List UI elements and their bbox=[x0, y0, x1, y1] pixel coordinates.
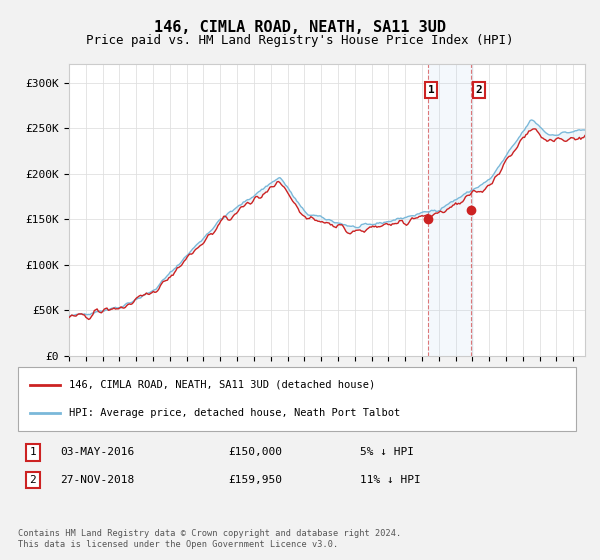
Text: Contains HM Land Registry data © Crown copyright and database right 2024.
This d: Contains HM Land Registry data © Crown c… bbox=[18, 529, 401, 549]
Text: HPI: Average price, detached house, Neath Port Talbot: HPI: Average price, detached house, Neat… bbox=[69, 408, 400, 418]
Text: 2: 2 bbox=[476, 85, 482, 95]
Text: 146, CIMLA ROAD, NEATH, SA11 3UD: 146, CIMLA ROAD, NEATH, SA11 3UD bbox=[154, 20, 446, 35]
Text: 1: 1 bbox=[428, 85, 434, 95]
Text: 11% ↓ HPI: 11% ↓ HPI bbox=[360, 475, 421, 485]
Text: Price paid vs. HM Land Registry's House Price Index (HPI): Price paid vs. HM Land Registry's House … bbox=[86, 34, 514, 46]
Text: 146, CIMLA ROAD, NEATH, SA11 3UD (detached house): 146, CIMLA ROAD, NEATH, SA11 3UD (detach… bbox=[69, 380, 375, 390]
Text: 27-NOV-2018: 27-NOV-2018 bbox=[60, 475, 134, 485]
Text: 03-MAY-2016: 03-MAY-2016 bbox=[60, 447, 134, 458]
Text: 5% ↓ HPI: 5% ↓ HPI bbox=[360, 447, 414, 458]
Text: £150,000: £150,000 bbox=[228, 447, 282, 458]
Text: £159,950: £159,950 bbox=[228, 475, 282, 485]
Text: 2: 2 bbox=[29, 475, 37, 485]
Text: 1: 1 bbox=[29, 447, 37, 458]
